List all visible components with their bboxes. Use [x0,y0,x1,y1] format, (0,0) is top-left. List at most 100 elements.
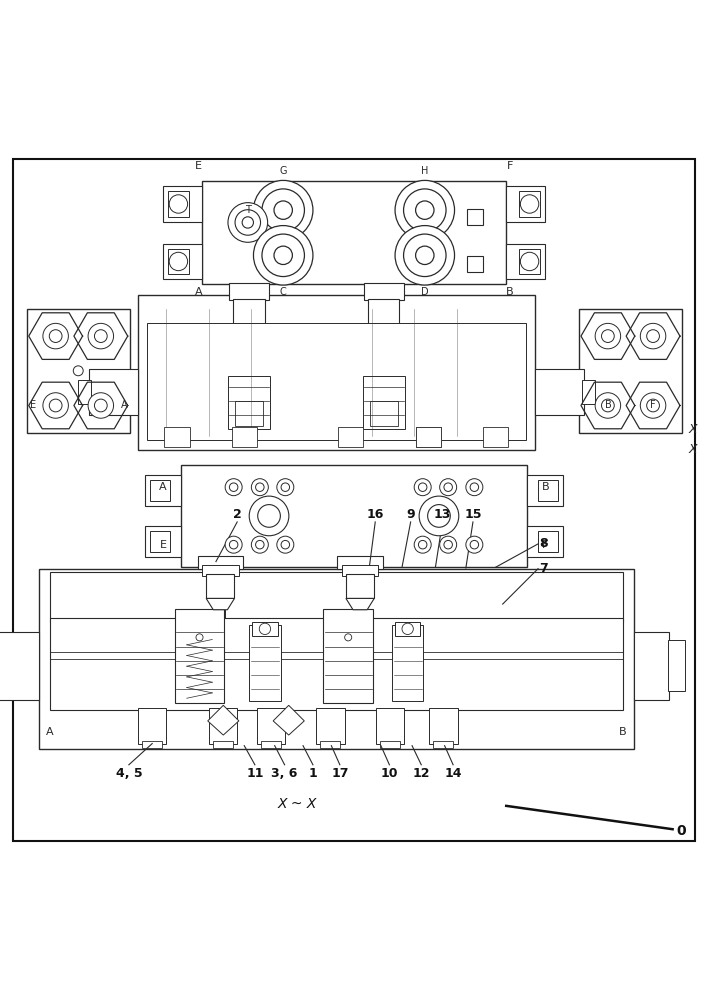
Circle shape [419,496,459,536]
Circle shape [440,536,457,553]
Circle shape [418,540,427,549]
Text: B: B [620,727,627,737]
Bar [433,741,453,748]
Circle shape [602,330,615,342]
Text: G: G [280,166,287,176]
Bar [392,625,423,701]
Circle shape [242,217,253,228]
Bar [198,556,243,569]
Circle shape [277,536,294,553]
Bar [342,565,379,576]
Bar [249,625,280,701]
Bar [206,574,234,598]
Bar [261,741,281,748]
Text: 8: 8 [539,537,548,550]
Bar [0,632,39,700]
Circle shape [440,479,457,496]
Bar [338,556,383,569]
Text: 4, 5: 4, 5 [115,767,142,780]
Text: 11: 11 [246,767,263,780]
Circle shape [169,252,188,271]
Circle shape [602,399,615,412]
Bar [150,480,170,501]
Bar [362,376,405,429]
Text: 13: 13 [434,508,451,521]
Circle shape [225,479,242,496]
Text: E: E [30,400,35,410]
Circle shape [470,483,479,491]
Bar [370,401,398,426]
Bar [145,526,181,557]
Text: B: B [542,482,549,492]
Text: H: H [421,166,428,176]
Circle shape [345,634,352,641]
Bar [234,299,265,329]
Circle shape [249,496,289,536]
Bar [321,741,341,748]
Text: 3, 6: 3, 6 [271,767,298,780]
Circle shape [466,536,483,553]
Circle shape [196,634,203,641]
Bar [538,531,558,552]
Circle shape [595,323,621,349]
Circle shape [416,201,434,219]
Circle shape [88,323,113,349]
Circle shape [414,536,431,553]
Text: 12: 12 [413,767,430,780]
Bar [467,209,483,225]
Bar [519,249,540,274]
Bar [368,299,399,329]
Bar [519,191,540,217]
Bar [483,427,508,447]
Bar [506,186,545,222]
Text: T: T [246,205,251,215]
Circle shape [520,252,539,271]
Circle shape [395,180,455,240]
Bar [395,622,421,636]
Bar [668,640,685,691]
Polygon shape [346,598,375,610]
Bar [538,480,558,501]
Text: B: B [506,287,513,297]
Bar [163,186,202,222]
Bar [579,309,682,433]
Circle shape [50,330,62,342]
Circle shape [43,323,69,349]
Circle shape [402,623,413,635]
Circle shape [520,195,539,213]
Bar [380,741,400,748]
Bar [213,741,233,748]
Bar [202,181,506,284]
Text: 17: 17 [331,767,348,780]
Bar [238,327,261,348]
Circle shape [274,246,292,265]
Circle shape [428,505,450,527]
Circle shape [404,189,446,231]
Text: 0: 0 [676,824,686,838]
Circle shape [256,540,264,549]
Bar [634,632,669,700]
Bar [181,465,527,567]
Circle shape [258,505,280,527]
Text: 2: 2 [233,508,241,521]
Text: A: A [195,287,202,297]
Bar [50,618,623,710]
Circle shape [73,366,84,376]
Bar [229,283,269,300]
Text: 10: 10 [381,767,398,780]
Bar [150,531,170,552]
Circle shape [228,203,268,242]
Bar [582,380,595,404]
Circle shape [262,189,304,231]
Bar [163,244,202,279]
Bar [338,427,363,447]
Bar [232,427,257,447]
Circle shape [281,483,290,491]
Bar [527,526,563,557]
Bar [252,622,278,636]
Bar [506,244,545,279]
Bar [50,572,623,622]
Circle shape [470,540,479,549]
Circle shape [640,393,666,418]
Bar [235,401,263,426]
